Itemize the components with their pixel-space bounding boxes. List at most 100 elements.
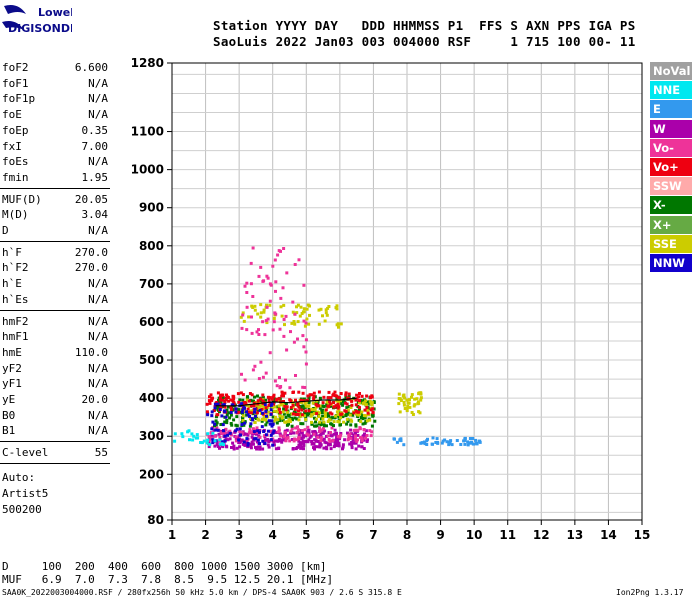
y-tick-label: 1000: [131, 163, 164, 177]
echo-point: [301, 391, 305, 395]
echo-point: [413, 397, 417, 401]
echo-point: [242, 432, 246, 436]
echo-point: [213, 424, 216, 428]
echo-point: [248, 414, 251, 418]
echo-point: [240, 423, 244, 426]
echo-point: [346, 431, 349, 435]
echo-point: [346, 437, 350, 441]
echo-point: [358, 412, 362, 416]
echo-point: [293, 312, 297, 316]
echo-point: [290, 321, 294, 325]
echo-point: [353, 437, 357, 441]
echo-point: [280, 438, 284, 442]
echo-point: [289, 405, 293, 409]
param-row-fmin: fmin 1.95: [2, 170, 108, 185]
echo-point: [267, 403, 271, 407]
echo-point: [284, 408, 288, 412]
param-row-mufd: MUF(D) 20.05: [2, 192, 108, 207]
echo-point: [260, 407, 264, 411]
echo-point: [208, 443, 212, 447]
echo-point: [297, 443, 301, 447]
echo-point: [272, 443, 276, 447]
echo-point: [367, 407, 371, 411]
echo-point: [271, 264, 275, 268]
echo-point: [240, 421, 244, 425]
echo-point: [353, 431, 357, 435]
echo-point: [269, 438, 273, 442]
echo-point: [354, 428, 358, 432]
echo-point: [275, 405, 279, 409]
echo-point: [262, 415, 266, 419]
echo-point: [307, 438, 311, 442]
echo-point: [224, 415, 228, 419]
echo-point: [244, 401, 248, 405]
echo-point: [227, 405, 230, 409]
echo-point: [276, 430, 280, 434]
echo-point: [218, 408, 222, 411]
echo-point: [334, 414, 338, 418]
echo-point: [206, 432, 210, 436]
echo-point: [306, 394, 310, 398]
echo-point: [344, 414, 348, 417]
virtual-height-trace: [215, 397, 357, 407]
echo-point: [292, 340, 296, 344]
echo-point: [321, 438, 325, 442]
echo-point: [356, 438, 359, 442]
echo-point: [275, 384, 279, 388]
param-name: foF1: [2, 76, 29, 90]
echo-point: [337, 325, 341, 329]
y-tick-label: 1100: [131, 125, 164, 139]
echo-point: [320, 428, 324, 432]
echo-point: [356, 410, 360, 414]
echo-point: [304, 416, 308, 420]
echo-point: [229, 398, 233, 402]
echo-point: [213, 439, 217, 443]
echo-point: [207, 399, 211, 403]
echo-point: [410, 411, 414, 414]
param-value: 3.04: [81, 208, 109, 222]
echo-point: [296, 320, 300, 324]
echo-point: [417, 391, 421, 395]
echo-point: [475, 442, 479, 446]
echo-point: [261, 411, 264, 415]
echo-point: [308, 313, 311, 317]
echo-point: [354, 398, 358, 402]
echo-point: [253, 420, 257, 424]
echo-point: [259, 403, 263, 406]
echo-point: [225, 419, 229, 422]
echo-point: [273, 439, 277, 443]
echo-point: [315, 445, 319, 449]
echo-point: [271, 422, 275, 426]
echo-point: [241, 393, 245, 397]
echo-point: [341, 445, 345, 449]
header-line1: Station YYYY DAY DDD HHMMSS P1 FFS S AXN…: [213, 18, 636, 33]
echo-point: [326, 434, 330, 438]
param-name: h`F2: [2, 261, 29, 275]
echo-point: [279, 296, 283, 300]
param-name: yF1: [2, 377, 22, 391]
echo-point: [325, 424, 328, 428]
echo-point: [307, 404, 311, 408]
echo-point: [276, 418, 280, 422]
echo-points: [173, 246, 482, 451]
echo-point: [269, 408, 273, 412]
echo-point: [403, 407, 407, 410]
echo-point: [421, 441, 424, 445]
echo-point: [231, 399, 235, 403]
echo-point: [258, 430, 261, 434]
echo-point: [312, 394, 316, 398]
echo-point: [360, 445, 364, 449]
echo-point: [250, 393, 254, 397]
echo-point: [289, 429, 293, 433]
echo-point: [259, 360, 263, 364]
echo-point: [234, 439, 238, 443]
echo-point: [285, 428, 289, 432]
echo-point: [302, 319, 306, 323]
echo-point: [212, 428, 216, 432]
echo-point: [360, 410, 364, 414]
echo-point: [312, 446, 315, 450]
echo-point: [294, 447, 298, 451]
echo-point: [280, 314, 284, 318]
echo-point: [242, 440, 246, 444]
echo-point: [257, 377, 261, 381]
